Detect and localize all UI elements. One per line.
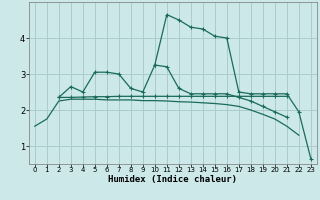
X-axis label: Humidex (Indice chaleur): Humidex (Indice chaleur) bbox=[108, 175, 237, 184]
